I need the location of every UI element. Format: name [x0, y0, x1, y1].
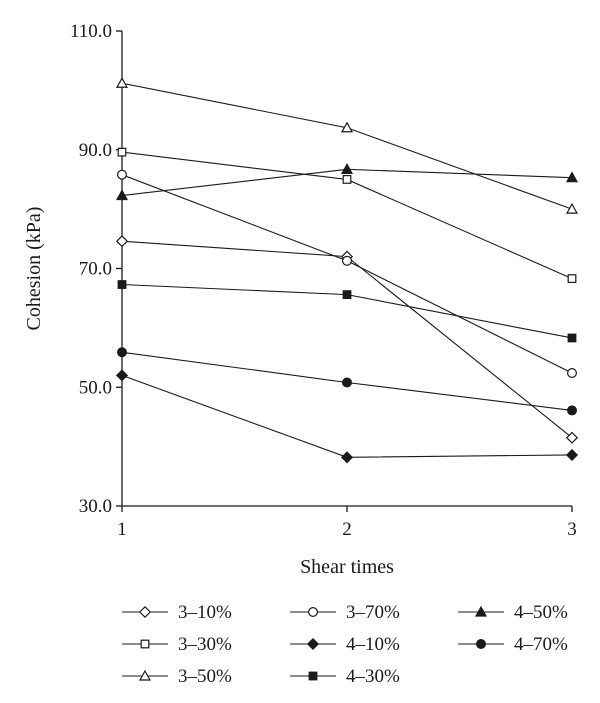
legend-marker	[308, 606, 319, 617]
data-point-3-70	[566, 368, 577, 379]
data-point-3-30	[567, 274, 577, 283]
legend-label: 4–50%	[514, 602, 568, 623]
legend-marker	[138, 669, 152, 681]
legend-label: 3–10%	[178, 602, 232, 623]
data-point-4-50	[340, 163, 354, 174]
data-point-3-10	[115, 235, 129, 248]
legend-item: 3–30%	[122, 634, 232, 655]
plot-area: 30.0 50.0 70.0 90.0 110.0 1 2 3	[70, 21, 579, 540]
data-point-3-50	[115, 77, 129, 88]
data-point-4-50	[115, 189, 129, 201]
data-point-3-30	[117, 147, 127, 157]
x-tick-label: 1	[117, 519, 127, 540]
legend: 3–10% 3–30% 3–50% 3–70% 4–10% 4–30% 4–50% 4–70%	[122, 602, 568, 687]
data-point-4-10	[565, 448, 579, 461]
y-tick-label: 50.0	[79, 377, 112, 398]
legend-label: 4–10%	[346, 634, 400, 655]
legend-item: 3–10%	[122, 602, 232, 623]
y-tick-label: 90.0	[79, 140, 112, 161]
data-point-4-10	[115, 369, 129, 382]
data-point-4-70	[566, 405, 577, 416]
x-tick-label: 3	[567, 519, 577, 540]
y-tick-label: 30.0	[79, 496, 112, 517]
legend-item: 3–70%	[290, 602, 400, 623]
data-point-4-50	[565, 171, 579, 183]
data-point-3-50	[340, 121, 354, 133]
data-point-4-30	[567, 333, 577, 343]
data-point-4-10	[340, 451, 354, 464]
data-point-3-50	[565, 202, 579, 214]
legend-marker	[138, 605, 152, 619]
data-point-3-10	[565, 431, 579, 444]
series-line-3-50	[121, 82, 573, 210]
y-ticks: 30.0 50.0 70.0 90.0 110.0	[70, 21, 122, 517]
y-tick-label: 70.0	[79, 259, 112, 280]
legend-marker	[476, 638, 487, 649]
legend-label: 3–70%	[346, 602, 400, 623]
series-line-3-70	[121, 174, 573, 374]
legend-item: 3–50%	[122, 666, 232, 687]
legend-item: 4–50%	[458, 602, 568, 623]
legend-marker	[474, 605, 488, 617]
data-point-4-30	[117, 280, 127, 289]
x-axis-title: Shear times	[300, 556, 394, 578]
series-line-4-10	[121, 374, 573, 458]
legend-label: 3–30%	[178, 634, 232, 655]
data-point-4-70	[342, 377, 353, 388]
legend-item: 4–30%	[290, 666, 400, 687]
data-point-3-30	[342, 175, 352, 184]
series-lines	[121, 82, 573, 458]
legend-marker	[306, 637, 320, 651]
legend-marker	[308, 671, 318, 681]
legend-marker	[140, 639, 150, 649]
series-markers	[115, 77, 579, 464]
legend-item: 4–70%	[458, 634, 568, 655]
legend-item: 4–10%	[290, 634, 400, 655]
y-tick-label: 110.0	[70, 21, 112, 42]
data-point-4-70	[116, 347, 127, 358]
x-ticks: 1 2 3	[117, 506, 577, 540]
x-tick-label: 2	[342, 519, 352, 540]
legend-label: 4–70%	[514, 634, 568, 655]
data-point-4-30	[342, 290, 352, 300]
legend-label: 3–50%	[178, 666, 232, 687]
data-point-3-70	[342, 255, 353, 266]
data-point-3-70	[116, 169, 127, 180]
legend-label: 4–30%	[346, 666, 400, 687]
y-axis-title: Cohesion (kPa)	[23, 207, 45, 331]
